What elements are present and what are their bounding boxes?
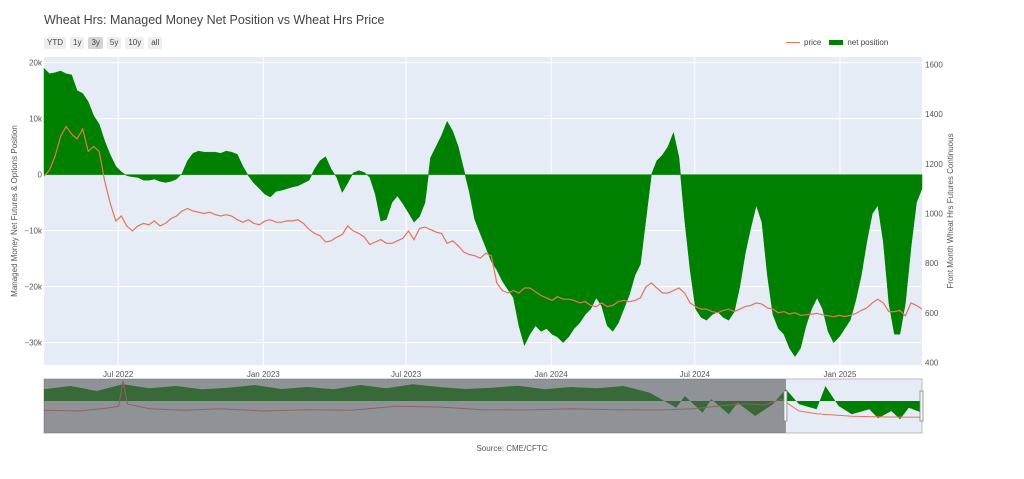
y-left-tick-label: −20k bbox=[24, 283, 43, 292]
net-position-fill-swatch bbox=[829, 40, 844, 45]
source-note: Source: CME/CFTC bbox=[476, 444, 548, 453]
range-button-10y[interactable]: 10y bbox=[125, 37, 145, 49]
range-button-all[interactable]: all bbox=[148, 37, 163, 49]
slider-mask-left bbox=[44, 379, 786, 433]
range-button-3y[interactable]: 3y bbox=[88, 37, 103, 49]
y-right-tick-label: 800 bbox=[925, 259, 939, 268]
net-position-area[interactable] bbox=[43, 67, 923, 358]
y-right-tick-label: 400 bbox=[925, 359, 939, 368]
price-line[interactable] bbox=[43, 125, 923, 318]
y-left-tick-label: −30k bbox=[24, 339, 43, 348]
range-button-1y[interactable]: 1y bbox=[70, 37, 85, 49]
y-left-tick-label: −10k bbox=[24, 227, 43, 236]
x-tick-label: Jan 2024 bbox=[535, 370, 568, 379]
x-tick-label: Jul 2024 bbox=[680, 370, 711, 379]
x-axis-ticks: Jul 2022 Jan 2023 Jul 2023 Jan 2024 Jul 2024… bbox=[103, 370, 857, 379]
range-selector: YTD 1y 3y 5y 10y all bbox=[44, 37, 163, 49]
legend-label-price: price bbox=[804, 38, 822, 47]
y-left-axis-title: Managed Money Net Futures & Options Posi… bbox=[10, 125, 19, 297]
range-button-5y[interactable]: 5y bbox=[106, 37, 122, 49]
y-left-tick-label: 10k bbox=[29, 115, 43, 124]
y-right-tick-label: 600 bbox=[925, 309, 939, 318]
y-right-tick-label: 1000 bbox=[925, 209, 943, 218]
y-right-axis-title: Front Month Wheat Hrs Futures Continuous bbox=[946, 133, 955, 288]
y-right-tick-label: 1600 bbox=[925, 60, 943, 69]
slider-handle-left bbox=[783, 390, 788, 422]
chart-title: Wheat Hrs: Managed Money Net Position vs… bbox=[44, 13, 385, 27]
y-right-tick-label: 1400 bbox=[925, 110, 943, 119]
y-right-tick-label: 1200 bbox=[925, 160, 943, 169]
x-tick-label: Jul 2023 bbox=[391, 370, 422, 379]
y-left-tick-label: 0 bbox=[38, 171, 43, 180]
y-left-axis-ticks: 20k 10k 0 −10k −20k −30k bbox=[24, 59, 43, 348]
chart-legend: price net position bbox=[786, 38, 888, 47]
x-tick-label: Jul 2022 bbox=[103, 370, 134, 379]
x-tick-label: Jan 2025 bbox=[823, 370, 856, 379]
slider-handle-right bbox=[919, 390, 924, 422]
range-button-ytd[interactable]: YTD bbox=[44, 37, 66, 49]
legend-item-price[interactable]: price bbox=[786, 38, 821, 47]
range-slider[interactable] bbox=[43, 378, 924, 434]
y-left-tick-label: 20k bbox=[29, 59, 43, 68]
legend-item-net-position[interactable]: net position bbox=[829, 38, 888, 47]
x-tick-label: Jan 2023 bbox=[247, 370, 280, 379]
legend-label-net-position: net position bbox=[847, 38, 889, 47]
price-line-swatch bbox=[786, 42, 800, 43]
y-right-axis-ticks: 1600 1400 1200 1000 800 600 400 bbox=[925, 60, 943, 367]
